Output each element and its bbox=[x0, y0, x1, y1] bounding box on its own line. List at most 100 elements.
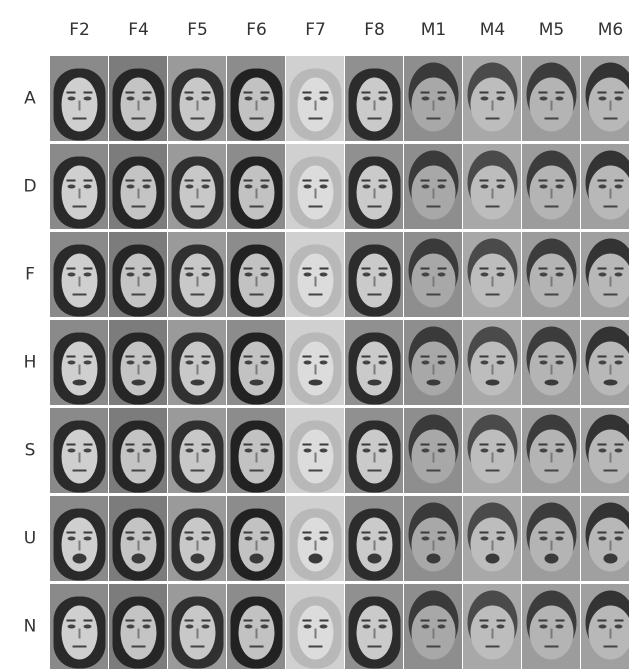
eye bbox=[615, 185, 623, 189]
portrait bbox=[50, 584, 108, 669]
eye bbox=[481, 185, 489, 189]
mouth bbox=[545, 380, 559, 386]
eye bbox=[68, 185, 76, 189]
eye bbox=[363, 273, 371, 277]
eye bbox=[422, 625, 430, 629]
eye bbox=[202, 97, 210, 101]
eye bbox=[422, 449, 430, 453]
eye bbox=[422, 273, 430, 277]
eye bbox=[245, 537, 253, 541]
portrait bbox=[404, 584, 462, 669]
eye bbox=[127, 361, 135, 365]
eye bbox=[363, 449, 371, 453]
eye bbox=[379, 185, 387, 189]
portrait bbox=[522, 232, 580, 317]
eye bbox=[68, 361, 76, 365]
eye bbox=[438, 625, 446, 629]
portrait bbox=[581, 56, 629, 141]
eye bbox=[202, 185, 210, 189]
eye bbox=[438, 185, 446, 189]
eye bbox=[304, 361, 312, 365]
row-label: D bbox=[23, 177, 36, 197]
mouth bbox=[604, 380, 618, 386]
eye bbox=[438, 273, 446, 277]
mouth bbox=[604, 554, 618, 564]
eye bbox=[261, 625, 269, 629]
eye bbox=[379, 97, 387, 101]
eye bbox=[320, 449, 328, 453]
portrait bbox=[463, 496, 521, 581]
portrait bbox=[286, 232, 344, 317]
portrait bbox=[227, 408, 285, 493]
eye bbox=[143, 273, 151, 277]
mouth bbox=[427, 554, 441, 564]
eye bbox=[363, 185, 371, 189]
row-label: S bbox=[25, 441, 36, 461]
eye bbox=[143, 625, 151, 629]
eye bbox=[304, 273, 312, 277]
eye bbox=[261, 185, 269, 189]
portrait bbox=[109, 408, 167, 493]
portrait bbox=[463, 584, 521, 669]
portrait bbox=[463, 232, 521, 317]
eye bbox=[245, 449, 253, 453]
portrait bbox=[168, 56, 226, 141]
eye bbox=[68, 273, 76, 277]
eye bbox=[422, 361, 430, 365]
column-label: F5 bbox=[187, 20, 208, 40]
portrait bbox=[109, 496, 167, 581]
portrait bbox=[168, 144, 226, 229]
portrait bbox=[522, 496, 580, 581]
row-label: H bbox=[24, 353, 37, 373]
portrait bbox=[581, 408, 629, 493]
portrait bbox=[50, 408, 108, 493]
mouth bbox=[250, 380, 264, 386]
eye bbox=[556, 625, 564, 629]
eye bbox=[84, 185, 92, 189]
eye bbox=[320, 625, 328, 629]
eye bbox=[556, 273, 564, 277]
eye bbox=[320, 273, 328, 277]
eye bbox=[245, 361, 253, 365]
eye bbox=[143, 97, 151, 101]
portrait bbox=[345, 144, 403, 229]
portrait bbox=[463, 56, 521, 141]
eye bbox=[599, 537, 607, 541]
eye bbox=[438, 449, 446, 453]
portrait bbox=[345, 584, 403, 669]
eye bbox=[320, 361, 328, 365]
eye bbox=[84, 273, 92, 277]
eye bbox=[127, 185, 135, 189]
eye bbox=[540, 537, 548, 541]
mouth bbox=[486, 380, 500, 386]
mouth bbox=[73, 554, 87, 564]
eye bbox=[599, 97, 607, 101]
eye bbox=[143, 537, 151, 541]
column-label: F2 bbox=[69, 20, 90, 40]
portrait bbox=[581, 144, 629, 229]
eye bbox=[261, 449, 269, 453]
eye bbox=[186, 97, 194, 101]
eye bbox=[143, 185, 151, 189]
eye bbox=[68, 97, 76, 101]
eye bbox=[599, 449, 607, 453]
eye bbox=[540, 625, 548, 629]
eye bbox=[127, 449, 135, 453]
eye bbox=[245, 185, 253, 189]
eye bbox=[261, 97, 269, 101]
eye bbox=[615, 449, 623, 453]
eye bbox=[186, 185, 194, 189]
eye bbox=[363, 361, 371, 365]
eye bbox=[68, 449, 76, 453]
eye bbox=[379, 625, 387, 629]
mouth bbox=[309, 380, 323, 386]
eye bbox=[379, 537, 387, 541]
eye bbox=[304, 537, 312, 541]
eye bbox=[202, 361, 210, 365]
eye bbox=[599, 185, 607, 189]
portrait bbox=[522, 56, 580, 141]
face-grid bbox=[50, 56, 629, 669]
portrait bbox=[404, 496, 462, 581]
portrait bbox=[227, 584, 285, 669]
eye bbox=[186, 449, 194, 453]
